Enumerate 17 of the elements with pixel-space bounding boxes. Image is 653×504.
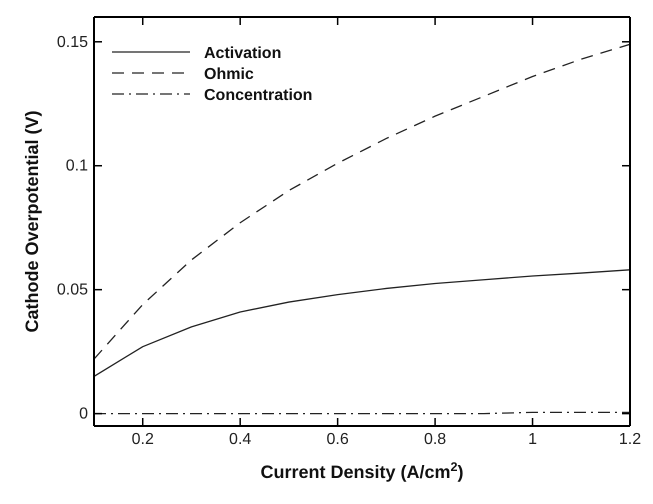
y-axis-title: Cathode Overpotential (V) [22, 110, 42, 333]
x-tick-label: 0.4 [229, 431, 252, 448]
legend-label: Ohmic [204, 66, 254, 83]
x-tick-label: 0.8 [424, 431, 446, 448]
y-tick-label: 0 [79, 406, 88, 423]
line-series [94, 269, 630, 378]
x-tick-label: 0.6 [326, 431, 349, 448]
line-series [94, 44, 630, 360]
x-tick-label: 1.2 [618, 431, 642, 448]
x-axis-title: Current Density (A/cm$^{2}$) [260, 460, 464, 482]
y-tick-label: 0.05 [56, 282, 88, 299]
x-tick-label: 1 [528, 431, 538, 448]
legend-label: Activation [204, 45, 282, 62]
legend-label: Concentration [204, 87, 312, 104]
x-tick-label: 0.2 [132, 431, 154, 448]
y-tick-label: 0.15 [56, 34, 88, 51]
y-tick-label: 0.1 [66, 158, 88, 175]
